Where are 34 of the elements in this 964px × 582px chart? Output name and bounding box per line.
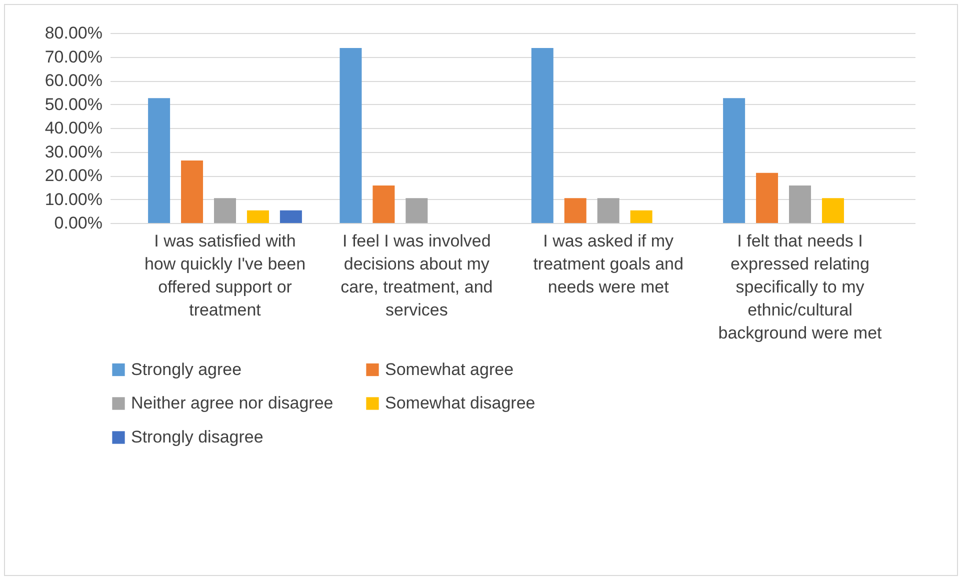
bar <box>406 198 428 223</box>
bar <box>372 185 395 223</box>
bar <box>340 48 362 223</box>
bar <box>148 98 170 223</box>
y-tick-label: 0.00% <box>54 214 102 232</box>
y-tick-label: 50.00% <box>44 94 102 114</box>
bar <box>181 160 204 223</box>
bar <box>214 198 236 223</box>
y-tick-label: 10.00% <box>44 190 102 209</box>
bar <box>630 210 652 223</box>
x-tick-label: I feel I was involved decisions about my care, treatment, and services <box>340 232 493 320</box>
legend-label: Neither agree nor disagree <box>131 394 334 412</box>
x-tick-label: I was asked if my treatment goals and needs were met <box>533 232 684 296</box>
y-tick-label: 70.00% <box>44 47 102 66</box>
bar <box>531 48 554 223</box>
bar <box>822 198 844 223</box>
y-tick-label: 60.00% <box>44 71 102 90</box>
bar <box>756 172 778 223</box>
x-tick-label: I felt that needs I expressed relating specifically to my ethnic/cultural background were met <box>718 232 882 342</box>
bar <box>280 210 302 223</box>
y-tick-label: 40.00% <box>44 118 102 138</box>
legend-label: Somewhat disagree <box>385 394 536 412</box>
y-tick-label: 30.00% <box>44 142 102 162</box>
legend-label: Somewhat agree <box>385 360 514 379</box>
legend-label: Strongly agree <box>131 360 242 379</box>
bar <box>789 185 811 223</box>
x-tick-label: I was satisfied with how quickly I've been offered support or treatment <box>144 232 306 320</box>
bar <box>246 210 269 223</box>
bar <box>723 98 746 223</box>
bar <box>564 198 586 223</box>
bar <box>597 198 620 223</box>
legend-label: Strongly disagree <box>131 428 264 446</box>
y-tick-label: 20.00% <box>44 166 102 185</box>
y-tick-label: 80.00% <box>44 24 102 42</box>
